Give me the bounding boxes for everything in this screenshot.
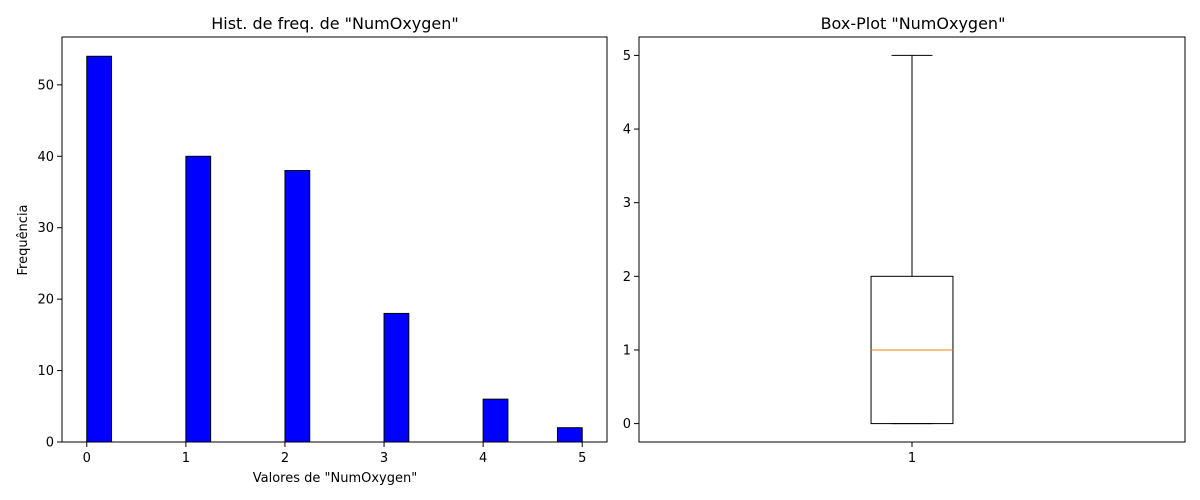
boxplot-x-ticks: 1: [908, 442, 916, 466]
histogram-x-tick-label: 3: [380, 451, 388, 466]
histogram-x-label: Valores de "NumOxygen": [253, 471, 417, 486]
histogram-bar-5: [556, 427, 583, 443]
histogram-title: Hist. de freq. de "NumOxygen": [211, 14, 459, 33]
histogram-y-tick-label: 0: [46, 436, 54, 451]
histogram-y-tick-label: 10: [37, 364, 54, 379]
histogram-x-tick-label: 4: [479, 451, 487, 466]
histogram-y-tick-label: 50: [37, 78, 54, 93]
histogram-bar-2: [284, 170, 311, 443]
boxplot-y-tick-label: 3: [623, 196, 631, 211]
histogram-y-label: Frequência: [16, 204, 31, 275]
histogram-x-tick-label: 2: [281, 451, 289, 466]
boxplot-y-tick-label: 1: [623, 343, 631, 358]
boxplot-panel: Box-Plot "NumOxygen" 1 0 1 2 3 4 5: [623, 14, 1186, 466]
boxplot-x-tick-label: 1: [908, 451, 916, 466]
histogram-panel: Hist. de freq. de "NumOxygen" 0 1 2 3 4 5 0 10…: [16, 14, 608, 486]
boxplot-y-ticks: 0 1 2 3 4 5: [623, 49, 639, 432]
boxplot-y-tick-label: 4: [623, 123, 631, 138]
histogram-bar-1: [185, 155, 212, 443]
histogram-bars: [86, 55, 583, 443]
histogram-y-tick-label: 20: [37, 293, 54, 308]
histogram-x-tick-label: 1: [182, 451, 190, 466]
histogram-x-tick-label: 5: [578, 451, 586, 466]
boxplot-marks: [870, 54, 954, 425]
boxplot-axes-frame: [638, 36, 1186, 443]
boxplot-y-tick-label: 0: [623, 417, 631, 432]
histogram-bar-0: [86, 55, 113, 443]
histogram-y-ticks: 0 10 20 30 40 50: [37, 78, 62, 451]
boxplot-title: Box-Plot "NumOxygen": [821, 14, 1006, 33]
histogram-x-ticks: 0 1 2 3 4 5: [83, 442, 586, 466]
histogram-bar-3: [383, 312, 410, 443]
histogram-x-tick-label: 0: [83, 451, 91, 466]
boxplot-y-tick-label: 5: [623, 49, 631, 64]
histogram-bar-4: [482, 398, 509, 443]
histogram-y-tick-label: 40: [37, 150, 54, 165]
histogram-y-tick-label: 30: [37, 221, 54, 236]
boxplot-y-tick-label: 2: [623, 270, 631, 285]
histogram-axes-frame: [61, 36, 608, 443]
